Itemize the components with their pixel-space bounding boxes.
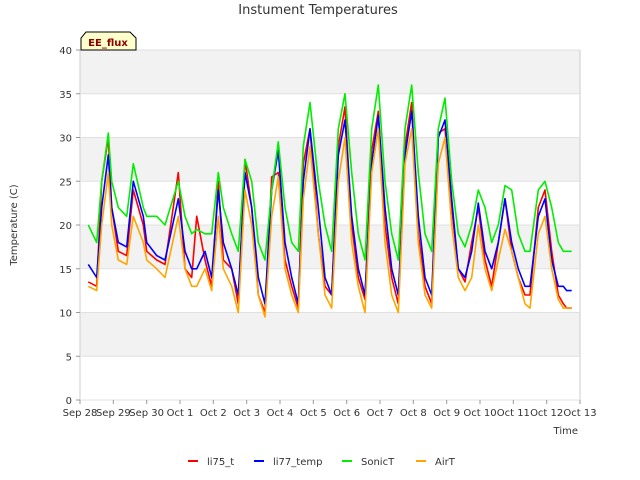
grid-band	[80, 181, 580, 225]
x-tick-label: Sep 30	[129, 408, 164, 419]
y-tick-label: 30	[59, 134, 72, 145]
y-axis-ticks: 0 5 10 15 20 25 30 35 40	[59, 46, 80, 407]
series-line-sonict	[87, 84, 572, 261]
x-tick-label: Oct 3	[233, 408, 260, 419]
grid-band	[80, 356, 580, 400]
legend: li75_t li77_temp SonicT AirT	[188, 457, 456, 468]
ee-flux-tag-text: EE_flux	[88, 38, 128, 49]
gridlines	[80, 49, 580, 401]
plot-background	[80, 50, 580, 400]
series-layer	[87, 84, 572, 318]
x-tick-label: Oct 7	[367, 408, 394, 419]
grid-band	[80, 93, 580, 138]
series-line-airt	[87, 128, 572, 318]
y-tick-label: 40	[59, 46, 72, 57]
y-tick-label: 5	[66, 352, 72, 363]
y-tick-label: 0	[66, 396, 72, 407]
x-tick-label: Oct 4	[267, 408, 294, 419]
x-tick-label: Oct 6	[333, 408, 360, 419]
x-tick-label: Oct 11	[497, 408, 530, 419]
x-axis-label: Time	[553, 426, 578, 437]
x-tick-label: Oct 12	[530, 408, 563, 419]
y-tick-label: 20	[59, 221, 72, 232]
chart-title: Instument Temperatures	[238, 3, 398, 18]
y-tick-label: 25	[59, 177, 72, 188]
x-tick-label: Oct 10	[463, 408, 496, 419]
grid-band	[80, 312, 580, 357]
legend-label: li77_temp	[273, 457, 322, 468]
x-tick-label: Oct 8	[400, 408, 427, 419]
legend-label: li75_t	[207, 457, 234, 468]
series-line-li77-temp	[87, 110, 572, 305]
x-tick-label: Oct 5	[300, 408, 327, 419]
ee-flux-tag: EE_flux	[80, 31, 137, 51]
y-tick-label: 35	[59, 90, 72, 101]
x-tick-label: Oct 13	[563, 408, 596, 419]
legend-label: SonicT	[361, 457, 395, 468]
grid-band	[80, 137, 580, 182]
x-tick-label: Sep 28	[63, 408, 98, 419]
y-axis-label: Temperature (C)	[9, 184, 20, 266]
x-tick-label: Oct 2	[200, 408, 227, 419]
grid-band	[80, 50, 580, 94]
legend-label: AirT	[435, 457, 456, 468]
y-tick-label: 10	[59, 309, 72, 320]
x-tick-label: Sep 29	[96, 408, 131, 419]
x-tick-label: Oct 1	[167, 408, 194, 419]
y-tick-label: 15	[59, 265, 72, 276]
x-tick-label: Oct 9	[433, 408, 460, 419]
